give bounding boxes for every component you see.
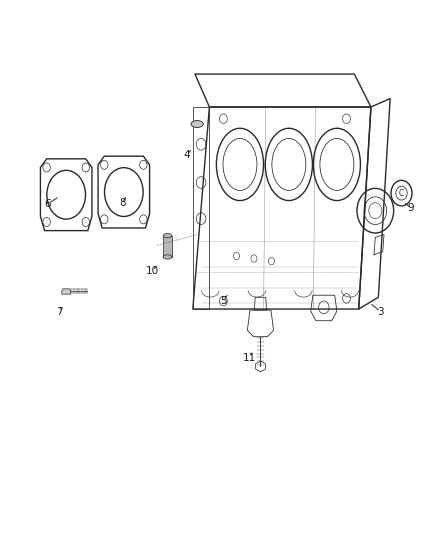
Text: 9: 9: [408, 203, 414, 213]
Text: 8: 8: [119, 198, 125, 208]
Text: 6: 6: [45, 199, 51, 209]
Polygon shape: [62, 289, 71, 294]
Text: 11: 11: [243, 353, 256, 363]
Text: 10: 10: [146, 266, 159, 276]
Text: 5: 5: [220, 296, 227, 306]
Ellipse shape: [191, 120, 203, 127]
Text: 4: 4: [183, 150, 190, 160]
Text: C: C: [399, 189, 404, 198]
Bar: [163, 236, 172, 257]
Ellipse shape: [163, 255, 172, 259]
Text: 7: 7: [57, 306, 63, 317]
Ellipse shape: [163, 233, 172, 238]
Text: 3: 3: [377, 306, 384, 317]
